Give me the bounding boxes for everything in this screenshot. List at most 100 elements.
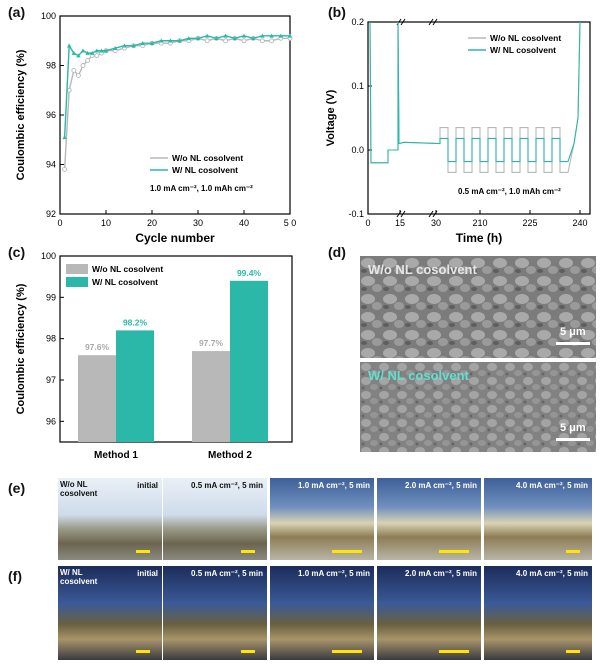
micrograph-caption: initial [137,569,158,578]
legend-label: W/o NL cosolvent [172,153,243,163]
scale-text: 5 μm [560,422,586,434]
series-line-with [369,21,581,164]
condition-annotation: 1.0 mA cm⁻², 1.0 mAh cm⁻² [150,184,253,193]
y-tick-label: 97 [46,375,56,385]
y-tick-label: 96 [46,416,56,426]
data-point [223,38,229,44]
optical-micrograph: 1.0 mA cm⁻², 5 min [270,566,374,660]
optical-micrograph: 2.0 mA cm⁻², 5 min [377,478,481,560]
data-point [80,63,86,68]
x-tick-label: 30 [193,218,203,228]
data-point [204,38,210,44]
x-tick-label: 240 [572,218,587,228]
x-tick-label: 15 [395,218,405,228]
scale-text: 5 μm [560,326,586,338]
bar-value-label: 98.2% [123,317,148,327]
data-point [75,72,81,78]
legend-label: W/o NL cosolvent [92,264,163,274]
micrograph-caption: 1.0 mA cm⁻², 5 min [298,481,370,490]
data-point [260,33,265,38]
y-axis-label: Coulombic efficiency (%) [15,283,27,414]
scale-bar [439,550,469,553]
data-point [278,33,283,38]
x-axis-label: Cycle number [135,231,215,245]
micrograph-caption: 0.5 mA cm⁻², 5 min [191,481,263,490]
data-point [71,67,77,73]
y-axis-label: Coulombic efficiency (%) [15,49,27,180]
scale-bar [136,650,150,653]
bar-with [116,330,154,442]
optical-micrograph: initial [58,566,162,660]
chart-a-coulombic-efficiency: 0 10 20 30 40 5 0 92 94 96 98 100 Cycle number Coulo… [15,11,296,245]
axis-break [400,210,406,218]
y-tick-label: -0.1 [348,209,364,219]
optical-micrograph: 0.5 mA cm⁻², 5 min [163,566,267,660]
data-point [85,50,90,55]
data-point [113,45,118,50]
data-point [214,36,219,41]
data-point [241,38,247,44]
y-tick-label: 0.2 [351,17,364,27]
legend-label: W/ NL cosolvent [490,45,556,55]
y-axis-label: Voltage (V) [325,89,337,146]
legend-swatch [66,277,88,287]
y-tick-label: 98 [46,334,56,344]
sem-image-with: W/ NL cosolvent 5 μm [360,362,596,452]
panel-label-d: (d) [328,244,346,260]
scale-bar [439,650,469,653]
data-point [205,33,210,38]
legend-label: W/o NL cosolvent [490,33,561,43]
scale-bar [241,550,255,553]
bar-value-label: 97.6% [85,342,110,352]
panel-label-c: (c) [8,244,26,260]
data-point [232,36,237,41]
data-point [287,33,293,38]
legend-label: W/ NL cosolvent [172,165,238,175]
category-label: Method 2 [208,450,252,461]
micrograph-caption: 4.0 mA cm⁻², 5 min [516,569,588,578]
data-point [159,38,164,43]
data-point [269,38,275,44]
data-point [66,87,72,93]
panel-label-f: (f) [8,568,22,584]
bar-value-label: 99.4% [237,268,262,278]
plot-frame [367,21,591,215]
category-label: Method 1 [94,450,138,461]
micrograph-caption: 2.0 mA cm⁻², 5 min [405,569,477,578]
data-point [85,58,91,63]
series-line-without [63,37,290,170]
condition-annotation: 0.5 mA cm⁻², 1.0 mAh cm⁻² [458,187,561,196]
micrograph-caption: 1.0 mA cm⁻², 5 min [298,569,370,578]
micrograph-caption: 4.0 mA cm⁻², 5 min [516,481,588,490]
data-point [241,33,247,38]
x-tick-label: 225 [522,218,537,228]
x-tick-label: 10 [101,218,111,228]
data-point [94,53,100,59]
sem-label-with: W/ NL cosolvent [368,368,469,383]
data-point [71,50,76,55]
optical-micrograph: 4.0 mA cm⁻², 5 min [484,566,592,660]
micrograph-caption: 2.0 mA cm⁻², 5 min [405,481,477,490]
data-point [62,135,67,140]
y-tick-label: 100 [41,251,56,261]
sem-label-without: W/o NL cosolvent [368,262,477,277]
optical-micrograph: 0.5 mA cm⁻², 5 min [163,478,267,560]
legend-label: W/ NL cosolvent [92,277,158,287]
panel-label-e: (e) [8,480,26,496]
y-tick-label: 0.0 [351,145,364,155]
scale-bar [566,650,580,653]
y-tick-label: 99 [46,292,56,302]
scale-bar [241,650,255,653]
axis-break [428,210,434,218]
data-point [76,53,81,58]
data-point [186,36,191,41]
bar-without [192,351,230,442]
series-line-with [63,35,290,138]
y-tick-label: 0.1 [351,81,364,91]
data-point [177,38,182,43]
y-tick-label: 92 [46,209,56,219]
y-tick-label: 100 [41,11,56,21]
data-point [259,38,265,44]
optical-micrograph: 2.0 mA cm⁻², 5 min [377,566,481,660]
row-label: W/o NL cosolvent [60,480,98,498]
